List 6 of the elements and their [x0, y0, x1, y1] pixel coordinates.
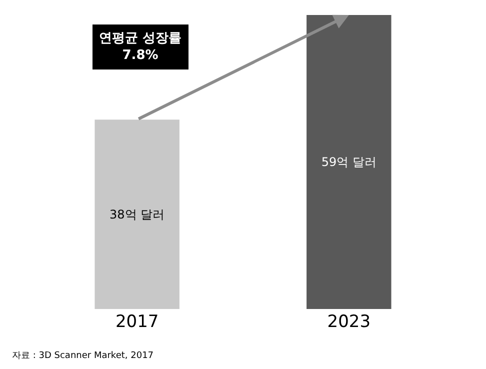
x-tick-label: 2023: [327, 312, 371, 332]
x-tick-label: 2017: [115, 312, 159, 332]
annotation: 연평균 성장률 7.8%: [99, 31, 182, 63]
text: 자료 : 3D Scanner Market, 2017: [12, 351, 154, 361]
data-label: 38억 달러: [110, 207, 165, 222]
data-label: 59억 달러: [321, 155, 376, 169]
